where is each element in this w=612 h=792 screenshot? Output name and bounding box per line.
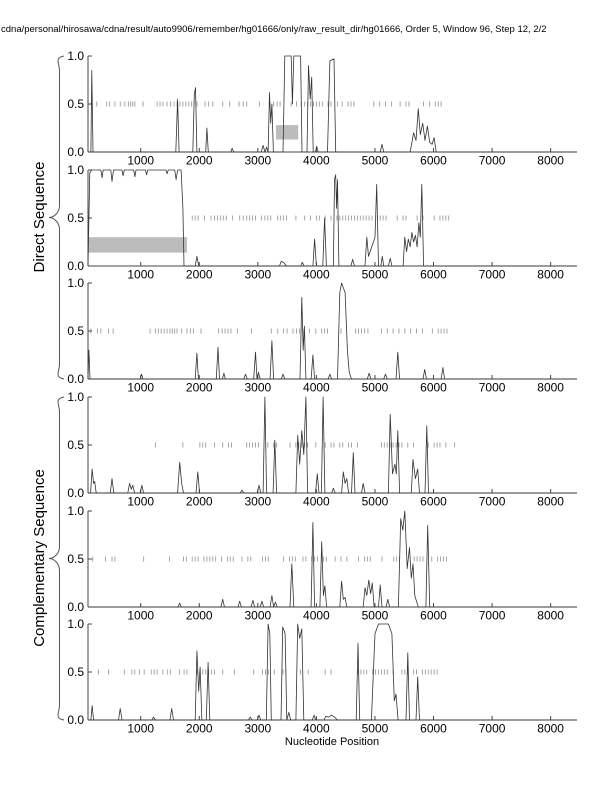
x-tick-label: 1000	[127, 495, 154, 509]
x-tick-label: 4000	[303, 154, 330, 168]
trace-line	[88, 396, 577, 494]
x-axis-title: Nucleotide Position	[284, 736, 380, 748]
y-tick-label: 0.0	[67, 713, 84, 727]
x-tick-label: 6000	[420, 609, 447, 623]
y-tick-label: 1.0	[67, 276, 84, 290]
x-tick-label: 5000	[362, 154, 389, 168]
y-tick-label: 1.0	[67, 390, 84, 404]
y-tick-label: 0.5	[67, 97, 84, 111]
x-tick-label: 3000	[244, 722, 271, 736]
panel-1: 1000 2000 3000 4000 5000 6000 7000 8000 1.0 0.5 0.…	[67, 49, 577, 168]
x-tick-label: 4000	[303, 381, 330, 395]
y-tick-label: 0.5	[67, 438, 84, 452]
x-tick-label: 5000	[362, 495, 389, 509]
highlight-box	[88, 237, 187, 253]
x-tick-label: 2000	[186, 268, 213, 282]
x-tick-label: 1000	[127, 154, 154, 168]
y-tick-label: 0.0	[67, 372, 84, 386]
x-tick-label: 7000	[479, 609, 506, 623]
y-tick-label: 0.5	[67, 211, 84, 225]
x-tick-label: 8000	[537, 268, 564, 282]
x-tick-label: 4000	[303, 609, 330, 623]
y-tick-label: 1.0	[67, 617, 84, 631]
y-tick-label: 1.0	[67, 504, 84, 518]
x-tick-label: 7000	[479, 495, 506, 509]
x-tick-label: 6000	[420, 154, 447, 168]
x-tick-label: 3000	[244, 495, 271, 509]
panel-2: 1000 2000 3000 4000 5000 6000 7000 8000 1.0 0.5 0.…	[67, 163, 577, 282]
x-tick-label: 5000	[362, 268, 389, 282]
x-tick-label: 3000	[244, 154, 271, 168]
y-tick-label: 0.5	[67, 324, 84, 338]
y-tick-label: 0.0	[67, 259, 84, 273]
y-tick-label: 0.5	[67, 665, 84, 679]
x-tick-label: 3000	[244, 609, 271, 623]
trace-line	[87, 169, 577, 267]
y-tick-label: 0.0	[67, 600, 84, 614]
x-tick-label: 5000	[362, 609, 389, 623]
x-tick-label: 6000	[420, 381, 447, 395]
trace-line	[87, 282, 577, 380]
x-tick-label: 4000	[303, 268, 330, 282]
y-tick-label: 1.0	[67, 163, 84, 177]
x-tick-label: 1000	[127, 381, 154, 395]
panel-6: 1000 2000 3000 4000 5000 6000 7000 8000 1.0 0.5 0.…	[67, 617, 577, 736]
panel-3: 1000 2000 3000 4000 5000 6000 7000 8000 1.0 0.5 0.…	[67, 276, 577, 395]
x-tick-label: 3000	[244, 381, 271, 395]
x-tick-label: 3000	[244, 268, 271, 282]
x-tick-label: 8000	[537, 609, 564, 623]
x-tick-label: 2000	[186, 609, 213, 623]
highlight-box	[275, 125, 299, 140]
trace-line	[88, 623, 577, 721]
figure-title: cdna/personal/hirosawa/cdna/result/auto9…	[1, 24, 547, 35]
x-tick-label: 7000	[479, 154, 506, 168]
y-tick-label: 0.0	[67, 486, 84, 500]
x-tick-label: 4000	[303, 495, 330, 509]
x-tick-label: 2000	[186, 381, 213, 395]
x-tick-label: 7000	[479, 381, 506, 395]
x-tick-label: 8000	[537, 381, 564, 395]
x-tick-label: 5000	[362, 722, 389, 736]
panel-5: 1000 2000 3000 4000 5000 6000 7000 8000 1.0 0.5 0.…	[67, 504, 577, 623]
direct-group-brace	[48, 55, 65, 380]
x-tick-label: 6000	[420, 268, 447, 282]
x-tick-label: 7000	[479, 722, 506, 736]
group-braces: Direct Sequence Complementary Sequence	[31, 55, 65, 721]
x-tick-label: 7000	[479, 268, 506, 282]
x-tick-label: 1000	[127, 722, 154, 736]
y-tick-label: 0.5	[67, 552, 84, 566]
x-tick-label: 4000	[303, 722, 330, 736]
y-tick-label: 1.0	[67, 49, 84, 63]
x-tick-label: 6000	[420, 722, 447, 736]
trace-line	[88, 510, 577, 608]
x-tick-label: 1000	[127, 609, 154, 623]
x-tick-label: 5000	[362, 381, 389, 395]
x-tick-label: 2000	[186, 154, 213, 168]
x-tick-label: 6000	[420, 495, 447, 509]
complementary-sequence-label: Complementary Sequence	[31, 469, 48, 647]
x-tick-label: 8000	[537, 722, 564, 736]
y-tick-label: 0.0	[67, 145, 84, 159]
complementary-group-brace	[48, 396, 65, 721]
direct-sequence-label: Direct Sequence	[31, 162, 48, 273]
x-tick-label: 2000	[186, 495, 213, 509]
trace-line	[88, 55, 577, 153]
x-tick-label: 8000	[537, 495, 564, 509]
x-tick-label: 2000	[186, 722, 213, 736]
panel-4: 1000 2000 3000 4000 5000 6000 7000 8000 1.0 0.5 0.…	[67, 390, 577, 509]
x-tick-label: 1000	[127, 268, 154, 282]
x-tick-label: 8000	[537, 154, 564, 168]
